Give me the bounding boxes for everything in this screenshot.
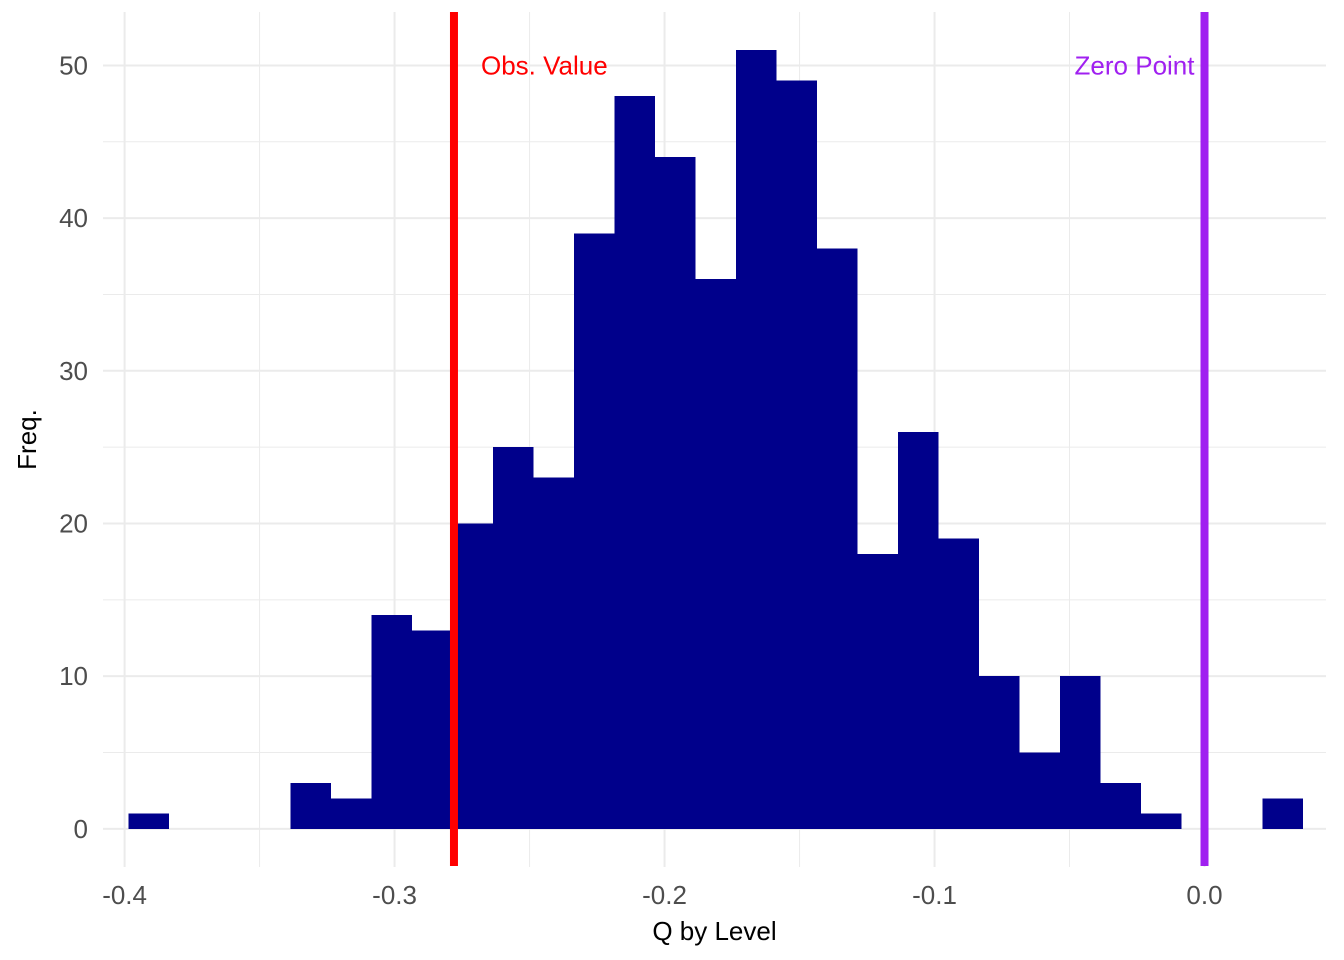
reference-line-label: Zero Point [1075,50,1196,80]
histogram-bar [128,813,170,829]
x-tick-label: -0.1 [912,880,957,910]
y-tick-label: 50 [59,50,88,80]
histogram-bar [1060,676,1101,829]
histogram-bar [371,615,413,829]
x-tick-label: 0.0 [1186,880,1222,910]
histogram-bar [614,95,656,829]
histogram-bar [452,523,494,829]
histogram-bars [128,50,1304,829]
x-tick-label: -0.2 [642,880,687,910]
histogram-bar [1100,783,1142,829]
y-tick-label: 30 [59,356,88,386]
x-tick-label: -0.3 [372,880,417,910]
histogram-bar [493,447,534,829]
histogram-bar [898,431,939,829]
histogram-bar [331,798,372,829]
histogram-bar [533,477,575,829]
histogram-bar [979,676,1020,829]
histogram-bar [938,538,980,829]
x-axis-ticks: -0.4 -0.3 -0.2 -0.1 0.0 [102,880,1222,910]
histogram-bar [736,50,777,829]
reference-line-label: Obs. Value [481,50,608,80]
y-tick-label: 40 [59,203,88,233]
histogram-bar [776,80,818,829]
x-axis-title: Q by Level [652,916,776,946]
histogram-bar [412,630,453,829]
histogram-bar [1019,752,1061,829]
histogram-bar [817,248,858,829]
histogram-bar [574,233,615,829]
x-tick-label: -0.4 [102,880,147,910]
histogram-bar [857,554,899,829]
y-tick-label: 10 [59,661,88,691]
histogram-bar [695,279,737,829]
y-tick-label: 0 [74,814,88,844]
histogram-bar [1141,813,1182,829]
reference-lines: Obs. Value Zero Point [449,12,1209,866]
y-axis-ticks: 0 10 20 30 40 50 [59,50,88,843]
histogram-bar [1262,798,1304,829]
histogram-bar [290,783,332,829]
histogram-bar [655,157,696,829]
y-tick-label: 20 [59,508,88,538]
y-axis-title: Freq. [12,409,42,470]
